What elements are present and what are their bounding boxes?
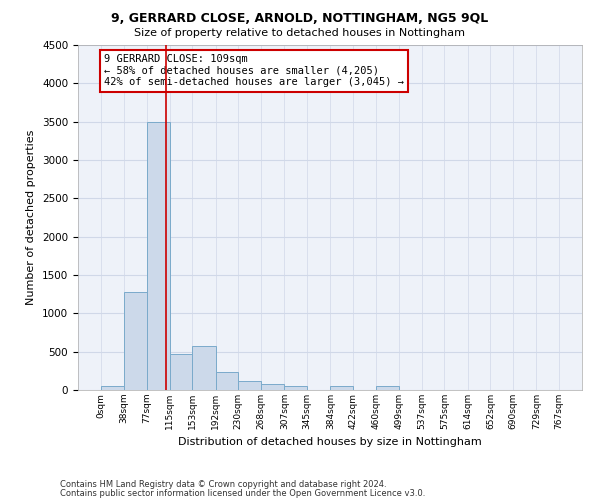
- Bar: [147, 122, 170, 390]
- Bar: [284, 386, 307, 390]
- Bar: [170, 354, 193, 390]
- Bar: [261, 384, 284, 390]
- Bar: [376, 386, 399, 390]
- X-axis label: Distribution of detached houses by size in Nottingham: Distribution of detached houses by size …: [178, 438, 482, 448]
- Y-axis label: Number of detached properties: Number of detached properties: [26, 130, 37, 305]
- Bar: [124, 292, 147, 390]
- Bar: [101, 386, 124, 390]
- Bar: [215, 372, 238, 390]
- Bar: [330, 386, 353, 390]
- Bar: [193, 346, 215, 390]
- Text: 9, GERRARD CLOSE, ARNOLD, NOTTINGHAM, NG5 9QL: 9, GERRARD CLOSE, ARNOLD, NOTTINGHAM, NG…: [112, 12, 488, 26]
- Text: 9 GERRARD CLOSE: 109sqm
← 58% of detached houses are smaller (4,205)
42% of semi: 9 GERRARD CLOSE: 109sqm ← 58% of detache…: [104, 54, 404, 88]
- Text: Contains public sector information licensed under the Open Government Licence v3: Contains public sector information licen…: [60, 489, 425, 498]
- Bar: [238, 381, 261, 390]
- Text: Contains HM Land Registry data © Crown copyright and database right 2024.: Contains HM Land Registry data © Crown c…: [60, 480, 386, 489]
- Text: Size of property relative to detached houses in Nottingham: Size of property relative to detached ho…: [134, 28, 466, 38]
